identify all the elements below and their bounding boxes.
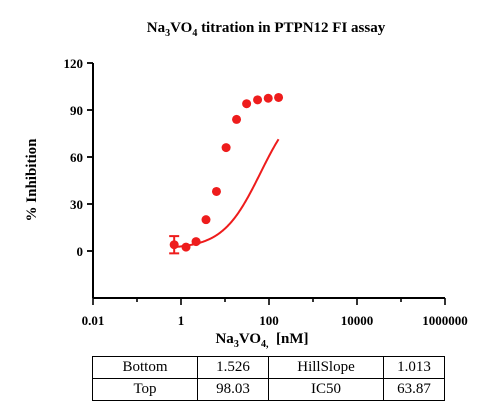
chart: Na3VO4 titration in PTPN12 FI assay 0.01… (24, 20, 468, 350)
data-point (253, 95, 263, 105)
x-tick-label: 10000 (341, 313, 374, 328)
y-tick-label: 90 (70, 103, 83, 118)
param-label-bottom: Bottom (92, 356, 198, 379)
x-axis-ticks: 0.01 1 100 10000 1000000 (82, 298, 468, 328)
y-axis-label: % Inhibition (24, 138, 40, 222)
data-point (263, 93, 273, 103)
x-tick-label: 0.01 (82, 313, 105, 328)
table-row: Top 98.03 IC50 63.87 (92, 378, 445, 401)
data-points-layer (169, 92, 284, 255)
data-point (274, 92, 284, 102)
data-point (221, 143, 231, 153)
table-row: Bottom 1.526 HillSlope 1.013 (92, 356, 445, 379)
param-value-hillslope: 1.013 (383, 356, 445, 379)
param-label-top: Top (92, 378, 198, 401)
x-tick-label: 1000000 (422, 313, 468, 328)
param-value-bottom: 1.526 (197, 356, 269, 379)
param-value-top: 98.03 (197, 378, 269, 401)
fit-curve (174, 138, 280, 249)
fit-curve-layer (174, 138, 280, 249)
data-point (211, 186, 221, 196)
y-tick-label: 30 (70, 197, 83, 212)
param-label-hillslope: HillSlope (268, 356, 384, 379)
x-tick-label: 1 (178, 313, 185, 328)
x-tick-label: 100 (259, 313, 279, 328)
data-point (242, 99, 252, 109)
param-value-ic50: 63.87 (383, 378, 445, 401)
chart-title: Na3VO4 titration in PTPN12 FI assay (147, 20, 386, 39)
y-tick-label: 120 (64, 56, 84, 71)
data-point (191, 237, 201, 247)
data-point (169, 240, 179, 250)
y-tick-label: 0 (77, 244, 84, 259)
fit-parameters-table: Bottom 1.526 HillSlope 1.013 Top 98.03 I… (92, 356, 445, 401)
x-axis-label: Na3VO4, [nM] (215, 331, 308, 350)
param-label-ic50: IC50 (268, 378, 384, 401)
data-point (201, 215, 211, 225)
data-point (181, 242, 191, 252)
data-point (232, 114, 242, 124)
y-tick-label: 60 (70, 150, 83, 165)
y-axis-ticks: 0 30 60 90 120 (64, 56, 93, 259)
